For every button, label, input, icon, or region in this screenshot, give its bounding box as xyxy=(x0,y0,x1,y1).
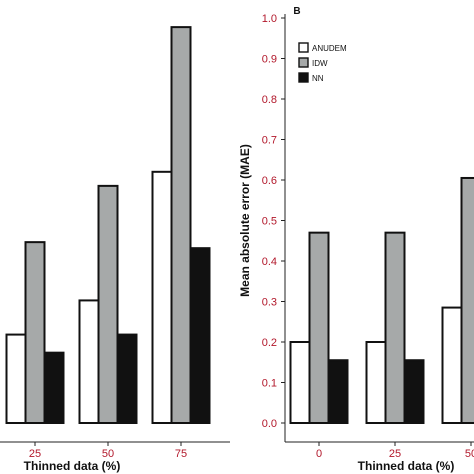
panel-a: 25 50 75 Thinned data (%) xyxy=(0,26,230,473)
legend-swatch-nn xyxy=(298,72,309,83)
bar-a-idw-50 xyxy=(97,184,119,424)
y-tick-label-b-0.8: 0.8 xyxy=(262,94,277,106)
x-tick-label-a-50: 50 xyxy=(102,448,114,460)
legend-swatch-idw xyxy=(298,57,309,68)
x-tick-label-b-50: 50 xyxy=(465,448,474,460)
x-axis-title-b: Thinned data (%) xyxy=(358,459,455,473)
legend-swatch-anudem xyxy=(298,42,309,53)
x-tick-label-b-25: 25 xyxy=(389,448,401,460)
bar-b-nn-25 xyxy=(403,359,425,425)
bar-a-anudem-75 xyxy=(151,170,173,424)
x-axis-title-a: Thinned data (%) xyxy=(24,459,121,473)
bar-a-anudem-25 xyxy=(5,333,27,425)
legend-label-nn: NN xyxy=(312,74,324,83)
bar-a-nn-50 xyxy=(116,333,138,425)
y-tick-label-b-0.4: 0.4 xyxy=(262,256,277,268)
y-tick-label-b-0.3: 0.3 xyxy=(262,297,277,309)
bar-a-nn-75 xyxy=(189,247,211,424)
panel-b: B 0.0 0.1 0.2 0.3 0.4 0.5 0.6 0.7 0.8 0.9 1.0 Mean a… xyxy=(238,6,474,473)
y-tick-label-b-0.5: 0.5 xyxy=(262,216,277,228)
bar-a-nn-25 xyxy=(43,351,65,424)
x-tick-label-a-75: 75 xyxy=(175,448,187,460)
bar-b-idw-50 xyxy=(460,176,474,424)
bar-b-idw-25 xyxy=(384,231,406,424)
y-tick-label-b-0.1: 0.1 xyxy=(262,378,277,390)
x-tick-label-a-25: 25 xyxy=(29,448,41,460)
bar-b-anudem-0 xyxy=(289,341,311,424)
legend-label-idw: IDW xyxy=(312,59,328,68)
y-tick-label-b-0.0: 0.0 xyxy=(262,418,277,430)
bar-b-anudem-50 xyxy=(441,306,463,425)
panel-letter-b: B xyxy=(293,6,300,17)
y-axis-title-b: Mean absolute error (MAE) xyxy=(238,144,252,297)
y-tick-label-b-0.6: 0.6 xyxy=(262,175,277,187)
bar-a-idw-75 xyxy=(170,26,192,424)
legend-label-anudem: ANUDEM xyxy=(312,44,347,53)
y-tick-label-b-0.2: 0.2 xyxy=(262,337,277,349)
y-tick-label-b-0.7: 0.7 xyxy=(262,135,277,147)
bar-b-idw-0 xyxy=(308,231,330,424)
y-tick-label-b-1.0: 1.0 xyxy=(262,13,277,25)
bar-b-nn-0 xyxy=(327,359,349,425)
bar-a-anudem-50 xyxy=(78,299,100,424)
bar-a-idw-25 xyxy=(24,241,46,424)
y-tick-label-b-0.9: 0.9 xyxy=(262,54,277,66)
bar-b-anudem-25 xyxy=(365,341,387,424)
x-tick-label-b-0: 0 xyxy=(316,448,322,460)
